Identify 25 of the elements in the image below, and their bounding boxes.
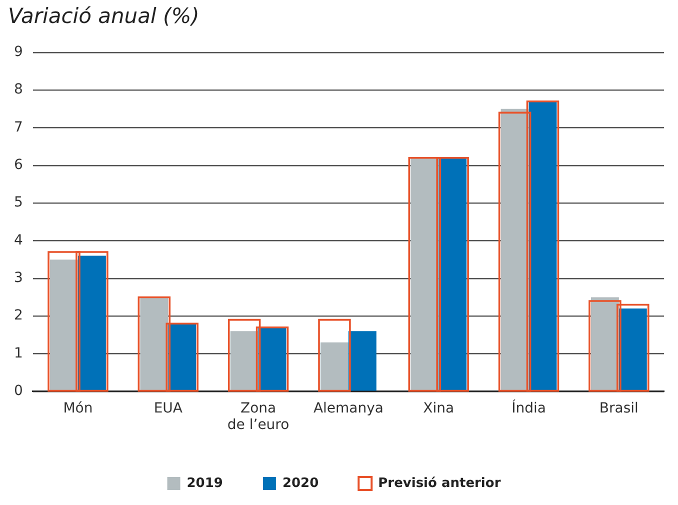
- x-tick-label: Brasil: [599, 400, 638, 416]
- bar: [230, 331, 258, 391]
- bar: [348, 331, 376, 391]
- x-tick-label: Xina: [423, 400, 454, 416]
- legend-label: Previsió anterior: [378, 476, 502, 491]
- y-tick-label: 5: [14, 194, 23, 211]
- y-tick-label: 3: [14, 270, 23, 286]
- y-tick-label: 4: [14, 232, 23, 248]
- chart-title: Variació anual (%): [8, 4, 200, 28]
- y-tick-label: 2: [14, 308, 23, 324]
- y-tick-label: 0: [14, 383, 23, 400]
- y-tick-label: 8: [14, 82, 23, 98]
- legend-label: 2020: [282, 476, 319, 491]
- x-tick-label: Alemanya: [313, 400, 384, 416]
- x-tick-label: Món: [63, 400, 93, 416]
- bar: [320, 342, 348, 391]
- bar: [318, 318, 351, 392]
- x-tick-label: EUA: [154, 400, 183, 416]
- y-tick-label: 7: [14, 119, 23, 136]
- y-tick-label: 1: [14, 345, 23, 362]
- x-tick-label: Índia: [512, 399, 546, 416]
- x-tick-label: Zona de l’euro: [227, 400, 290, 434]
- legend-label: 2019: [186, 476, 223, 491]
- y-tick-label: 9: [14, 44, 23, 60]
- y-tick-label: 6: [14, 157, 23, 174]
